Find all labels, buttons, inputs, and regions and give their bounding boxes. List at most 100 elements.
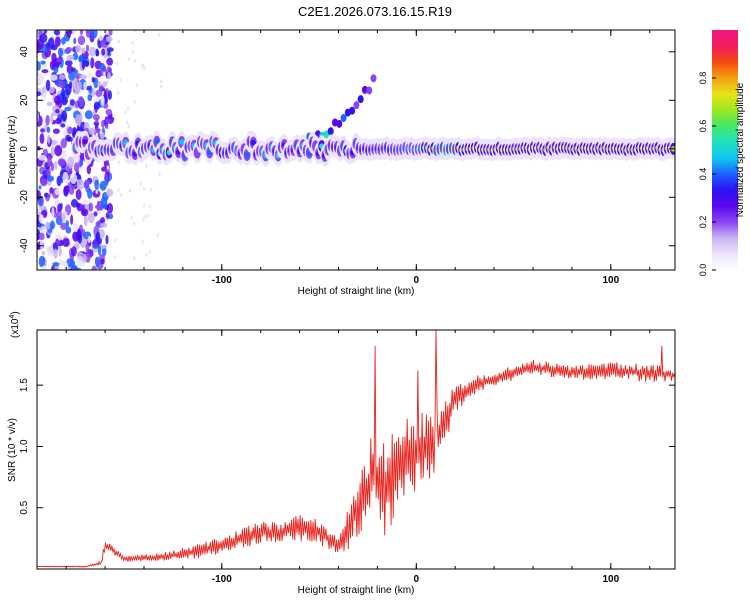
spectrogram-noise-dot — [119, 78, 123, 83]
spectrogram-noise-dot — [81, 47, 86, 54]
spectrogram-noise-dot — [49, 187, 54, 195]
spectrogram-noise-dot — [40, 128, 45, 133]
spectrogram-noise-dot — [95, 221, 101, 227]
spectrogram-noise-dot — [126, 106, 130, 111]
spectrogram-tone-core — [244, 152, 250, 158]
spectrogram-noise-dot — [45, 114, 50, 126]
spectrogram-noise-dot — [101, 48, 106, 56]
spectrogram-noise-dot — [117, 91, 120, 96]
spectrogram-noise-dot — [142, 203, 146, 208]
spectrogram-noise-dot — [156, 233, 159, 238]
spectrogram-noise-dot — [81, 253, 87, 263]
snr-xtick-label: -100 — [212, 574, 232, 585]
spectrogram-noise-dot — [50, 145, 55, 157]
spectrogram-noise-dot — [83, 81, 87, 90]
spectrogram-noise-dot — [58, 80, 65, 89]
spectrogram-noise-dot — [39, 133, 45, 145]
spectrogram-main-tone — [71, 130, 675, 167]
spectrogram-noise-dot — [132, 221, 136, 226]
spectrogram-secondary-dot — [366, 86, 373, 95]
spectrogram-noise-dot — [92, 244, 100, 249]
spectrogram-noise-dot — [47, 155, 52, 168]
spectrogram-noise-dot — [86, 85, 91, 91]
spectrogram-noise-dot — [80, 208, 89, 217]
spectrogram-noise-dot — [75, 44, 82, 53]
spectrogram-noise-dot — [61, 96, 68, 106]
snr-x-ticks: -100 0 100 — [65, 330, 651, 585]
snr-ytick-label: 1.0 — [19, 439, 30, 453]
spectrogram-noise-dot — [38, 255, 46, 268]
snr-xtick-label: 100 — [602, 574, 619, 585]
spectrogram-noise-dot — [60, 222, 68, 231]
spectrogram-noise-dot — [58, 74, 66, 80]
spectrogram-noise-dot — [145, 163, 148, 168]
spectrogram-noise-dot — [139, 181, 142, 186]
spectrogram-noise-dot — [51, 52, 57, 63]
spectrogram-noise-dot — [63, 130, 67, 137]
spectrogram-noise-dot — [54, 95, 62, 105]
spectrogram-noise-dot — [107, 47, 114, 52]
spectrogram-noise-dot — [105, 35, 113, 43]
spectrogram-noise-dot — [72, 30, 77, 35]
spectrogram-noise-dot — [61, 110, 68, 122]
spectrogram-noise-dot — [82, 199, 90, 205]
spectrogram-noise-dot — [63, 185, 70, 195]
spectrogram-noise-dot — [54, 160, 58, 170]
spectrogram-noise-dot — [131, 40, 134, 45]
spectrogram-noise-dot — [67, 126, 74, 135]
spectrogram-noise-dot — [102, 81, 108, 87]
spectrogram-noise-dot — [95, 132, 99, 137]
spectrogram-noise-dot — [107, 71, 112, 80]
spectrogram-noise-dot — [87, 94, 93, 102]
spectrogram-noise-dot — [93, 101, 101, 110]
spectrogram-noise-dot — [60, 138, 68, 149]
spectrogram-noise-dot — [143, 66, 146, 71]
spectrogram-noise-dot — [105, 217, 108, 222]
spectrogram-noise-dot — [76, 179, 85, 190]
spectrogram-noise-dot — [37, 60, 41, 71]
spectrogram-noise-dot — [104, 118, 110, 124]
spectrogram-noise-dot — [104, 173, 108, 183]
spectrogram-secondary-dot — [349, 106, 356, 115]
colorbar-label: Normalized spectral amplitude — [735, 82, 746, 217]
spectrogram-noise-dot — [61, 87, 66, 99]
spectrogram-noise-dot — [56, 175, 62, 187]
spectrogram-noise-dot — [66, 54, 75, 61]
spectrogram-noise-dot — [95, 189, 99, 194]
spectrogram-noise-dot — [87, 72, 94, 79]
spectrogram-noise-dot — [74, 69, 79, 75]
spectrogram-noise-dot — [100, 258, 105, 265]
spectrogram-noise-dot — [69, 172, 78, 185]
snr-y-label: SNR (10 * v/v) — [7, 418, 18, 482]
spectrogram-noise-dot — [112, 113, 115, 118]
snr-multiplier: (x104) — [9, 311, 21, 338]
snr-panel: -100 0 100 0.5 1.0 1.5 (x104) Height of stra… — [7, 311, 676, 596]
spectrogram-noise-dot — [62, 171, 69, 184]
spectrogram-noise-dot — [127, 57, 131, 62]
spectrogram-noise-dot — [42, 148, 48, 157]
snr-frame — [36, 329, 676, 570]
spectrogram-noise-dot — [124, 110, 127, 115]
spectrogram-noise-dot — [54, 188, 61, 196]
colorbar: 0.0 0.2 0.4 0.6 0.8 Normalized spectral ampl… — [698, 30, 746, 276]
spectrogram-noise-dot — [49, 74, 58, 81]
spectrogram-noise-dot — [79, 96, 84, 108]
spectrogram-noise-dot — [72, 78, 79, 91]
spectrogram-noise-dot — [52, 261, 60, 267]
spectrogram-noise-dot — [65, 47, 73, 53]
spectrogram-noise-dot — [148, 204, 152, 209]
spectrogram-noise-dot — [41, 63, 48, 68]
spectrogram-noise-dot — [99, 180, 107, 191]
spectrogram-noise-dot — [107, 125, 111, 130]
spectrogram-noise-dot — [95, 89, 103, 97]
spectrogram-noise-dot — [100, 196, 108, 208]
spectrogram-xtick-label: 0 — [414, 275, 420, 286]
spectrogram-noise-dot — [47, 134, 51, 144]
colorbar-tick-label: 0.2 — [698, 216, 708, 229]
spectrogram-ytick-label: -40 — [19, 238, 30, 253]
spectrogram-tone-core — [179, 139, 185, 145]
spectrogram-noise-dot — [93, 211, 98, 217]
spectrogram-noise-dot — [41, 265, 46, 270]
spectrogram-secondary-dot — [327, 127, 334, 136]
